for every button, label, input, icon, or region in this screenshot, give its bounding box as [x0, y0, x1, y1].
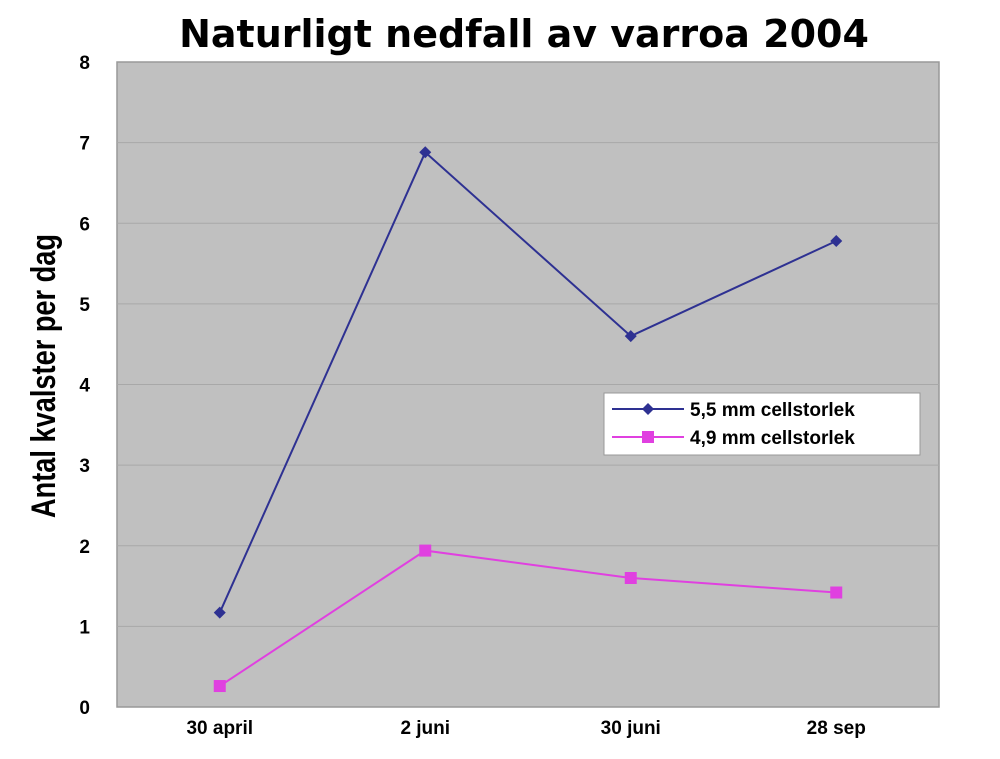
series-1: [213, 146, 843, 619]
legend-box: [603, 392, 921, 456]
data-point: [419, 146, 432, 159]
data-point: [830, 234, 843, 247]
series-line: [218, 150, 837, 614]
legend-label: 4,9 mm cellstorlek: [690, 428, 855, 449]
data-point: [624, 330, 637, 343]
y-tick-label: 4: [79, 376, 90, 397]
series-line: [219, 549, 837, 687]
y-axis-label: Antal kvalster per dag: [24, 234, 63, 518]
series-2: [213, 544, 843, 693]
chart-title: Naturligt nedfall av varroa 2004: [179, 12, 869, 56]
y-axis-ticks: 0 1 2 3 4 5 6 7 8: [79, 53, 90, 719]
data-point: [419, 544, 432, 557]
x-tick-label: 2 juni: [400, 718, 450, 739]
series-layer: [213, 146, 843, 693]
y-tick-label: 1: [79, 617, 90, 638]
data-point: [830, 586, 843, 599]
legend-marker: [642, 431, 654, 443]
y-tick-label: 7: [79, 134, 90, 155]
y-tick-label: 2: [79, 537, 90, 558]
y-tick-label: 8: [79, 53, 90, 74]
y-tick-label: 3: [79, 456, 90, 477]
x-tick-label: 30 april: [186, 718, 253, 739]
data-point: [213, 606, 226, 619]
grid-lines: [117, 142, 939, 627]
data-point: [624, 572, 637, 584]
legend-entry: 5,5 mm cellstorlek: [612, 400, 855, 421]
data-point: [213, 680, 226, 693]
legend-label: 5,5 mm cellstorlek: [690, 400, 855, 421]
x-tick-label: 30 juni: [601, 718, 661, 739]
x-tick-label: 28 sep: [807, 718, 866, 739]
legend-marker: [642, 403, 654, 415]
legend-entry: 4,9 mm cellstorlek: [612, 428, 855, 449]
x-axis-ticks: 30 april 2 juni 30 juni 28 sep: [186, 718, 865, 739]
legend: 5,5 mm cellstorlek 4,9 mm cellstorlek: [603, 392, 921, 456]
y-tick-label: 6: [79, 214, 90, 235]
y-tick-label: 5: [79, 295, 90, 316]
y-tick-label: 0: [79, 698, 90, 719]
